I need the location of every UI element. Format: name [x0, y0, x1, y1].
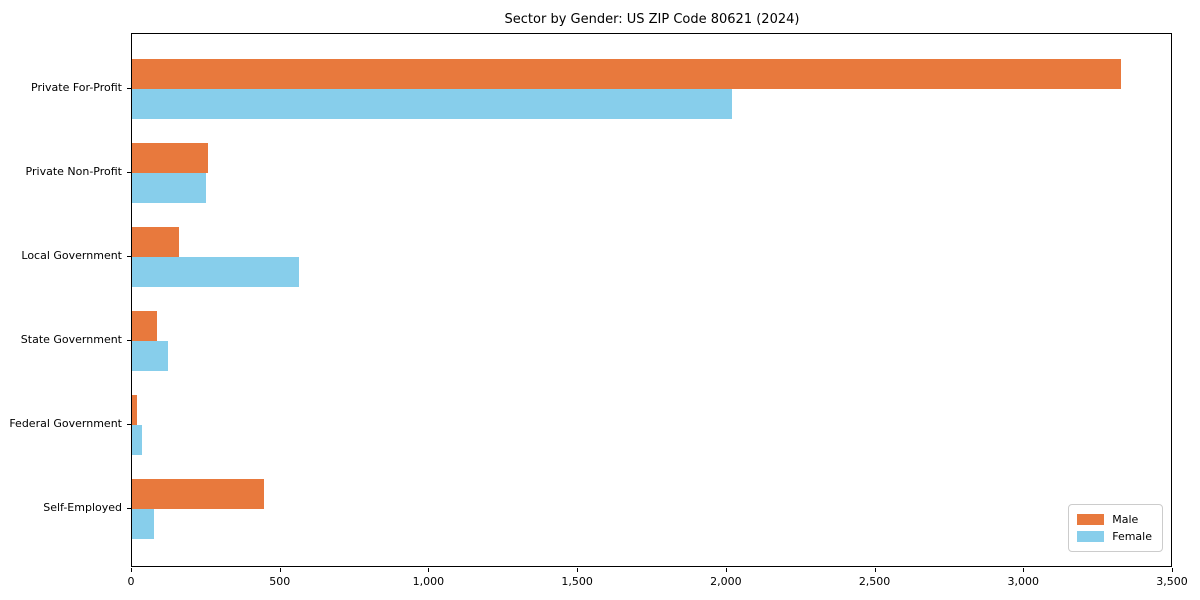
male-bar [132, 395, 138, 425]
x-tick-mark [874, 568, 876, 572]
female-bar [132, 257, 299, 287]
legend-label-male: Male [1112, 513, 1139, 526]
legend: Male Female [1068, 504, 1163, 552]
male-bar [132, 59, 1121, 89]
y-axis-label: Self-Employed [43, 501, 122, 514]
female-bar [132, 341, 169, 371]
y-tick-mark [127, 172, 131, 173]
plot-area: Male Female [131, 33, 1172, 567]
y-tick-mark [127, 340, 131, 341]
female-bar [132, 89, 732, 119]
x-tick-mark [279, 568, 281, 572]
x-axis-label: 3,000 [1007, 575, 1040, 588]
male-bar [132, 479, 264, 509]
x-axis-label: 500 [269, 575, 291, 588]
y-axis-label: State Government [20, 333, 122, 346]
x-tick-mark [1023, 568, 1025, 572]
y-tick-mark [127, 88, 131, 89]
x-axis-label: 3,500 [1156, 575, 1188, 588]
x-tick-mark [577, 568, 579, 572]
x-tick-mark [725, 568, 727, 572]
x-axis-label: 2,500 [858, 575, 891, 588]
male-bar [132, 143, 208, 173]
female-bar [132, 509, 154, 539]
y-tick-mark [127, 424, 131, 425]
male-bar [132, 311, 157, 341]
legend-entry-male: Male [1077, 511, 1152, 528]
y-axis-label: Federal Government [9, 417, 122, 430]
x-tick-mark [1172, 568, 1173, 572]
female-bar [132, 173, 206, 203]
x-tick-mark [428, 568, 430, 572]
female-swatch [1077, 531, 1105, 542]
y-axis-label: Local Government [21, 249, 122, 262]
x-axis-label: 0 [127, 575, 135, 588]
y-tick-mark [127, 508, 131, 509]
x-axis-label: 2,000 [710, 575, 742, 588]
male-bar [132, 227, 179, 257]
x-axis-label: 1,000 [412, 575, 445, 588]
x-axis-label: 1,500 [561, 575, 593, 588]
legend-label-female: Female [1112, 530, 1152, 543]
y-axis-label: Private Non-Profit [25, 165, 122, 178]
y-axis-label: Private For-Profit [31, 81, 122, 94]
x-tick-mark [131, 568, 132, 572]
male-swatch [1077, 514, 1105, 525]
legend-entry-female: Female [1077, 528, 1152, 545]
y-tick-mark [127, 256, 131, 257]
female-bar [132, 425, 143, 455]
chart-title: Sector by Gender: US ZIP Code 80621 (202… [504, 12, 800, 27]
